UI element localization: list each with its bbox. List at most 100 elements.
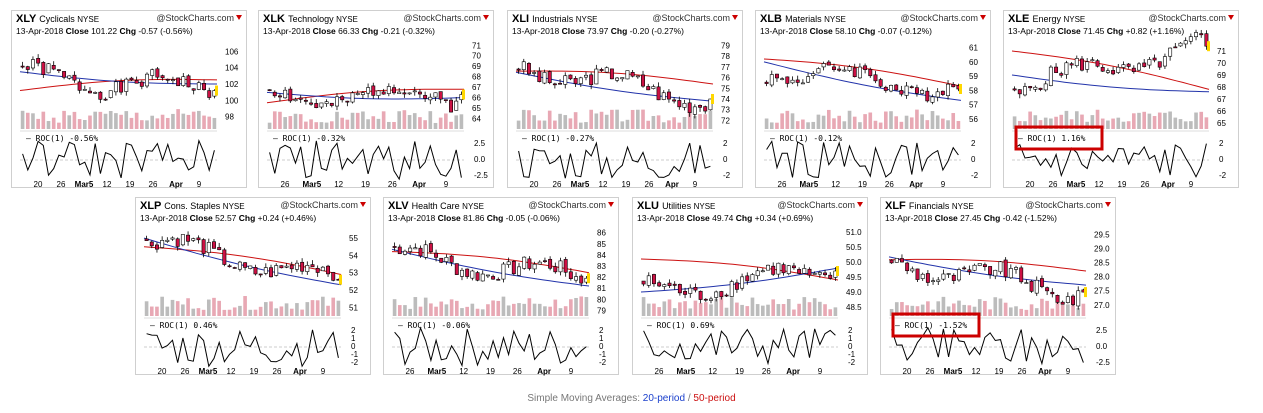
- candle-body: [826, 61, 831, 66]
- candle-body: [392, 246, 397, 248]
- chart-panel-xle[interactable]: 71 70 69 68 67 66 65— ROC(1) 1.16% 2 0 -2 20 26 Mar5…: [1003, 10, 1239, 189]
- chart-panel-xlv[interactable]: 86 85 84 83 82 81 80 79 — ROC(1) -0.06% 2 1 0 -1 -2 26…: [383, 197, 619, 376]
- volume-bar: [537, 303, 542, 316]
- chart-panel-xlb[interactable]: 61 60 59 58 57 56 — ROC(1) -0.12% 2 0 -2 26 Mar5 12 1…: [755, 10, 991, 189]
- dropdown-triangle-icon[interactable]: [236, 15, 242, 20]
- x-tick-label: 12: [831, 180, 840, 189]
- dropdown-triangle-icon[interactable]: [360, 202, 366, 207]
- sma50-line: [516, 70, 714, 85]
- candle-body: [438, 91, 443, 100]
- y-tick-label: 79: [597, 306, 606, 315]
- volume-bar: [904, 115, 909, 129]
- chart-panel-xlf[interactable]: 29.5 29.0 28.5 28.0 27.5 27.0 — ROC(1) -1.52% 2…: [880, 197, 1116, 376]
- volume-bar: [160, 296, 164, 316]
- chart-panel-xlk[interactable]: 71 70 69 68 67 66 65 64 — ROC(1) -0.32% 2.5 0.0 -2.…: [258, 10, 494, 189]
- volume-bar: [599, 111, 604, 129]
- dropdown-triangle-icon[interactable]: [608, 202, 614, 207]
- roc-tick-label: 0.0: [1096, 342, 1108, 351]
- candle-body: [910, 268, 915, 272]
- volume-bar: [418, 117, 422, 129]
- candle-body: [521, 61, 526, 71]
- volume-bar: [790, 113, 795, 129]
- roc-tick-label: 0: [599, 342, 604, 351]
- chart-svg: 29.5 29.0 28.5 28.0 27.5 27.0 — ROC(1) -1.52% 2…: [888, 230, 1110, 376]
- brand-label: @StockCharts.com: [156, 13, 234, 23]
- x-tick-label: 26: [926, 367, 935, 376]
- dropdown-triangle-icon[interactable]: [857, 202, 863, 207]
- volume-bar: [361, 111, 365, 129]
- volume-bar: [1085, 121, 1089, 129]
- volume-bar: [423, 297, 428, 316]
- volume-bar: [88, 115, 92, 129]
- candle-body: [279, 265, 284, 269]
- candle-body: [272, 91, 277, 97]
- chart-panel-xli[interactable]: 79 78 77 76 75 74 73 72— ROC(1) -0.27% 2 0 -2 20 26 M…: [507, 10, 743, 189]
- candle-body: [283, 89, 288, 99]
- volume-bar: [641, 297, 646, 316]
- candle-body: [381, 91, 386, 95]
- volume-bar: [392, 299, 397, 316]
- volume-bar: [957, 300, 961, 316]
- roc-line: [269, 140, 462, 181]
- exchange-label: NYSE: [222, 202, 245, 211]
- volume-bar: [201, 309, 206, 316]
- volume-bar: [336, 300, 341, 316]
- last-price-marker: [1207, 41, 1210, 52]
- volume-bar: [1009, 307, 1013, 316]
- candle-body: [527, 258, 532, 269]
- candle-body: [766, 264, 770, 271]
- dropdown-triangle-icon[interactable]: [732, 15, 738, 20]
- volume-bar: [1055, 296, 1060, 316]
- y-tick-label: 80: [597, 295, 606, 304]
- candle-body: [491, 276, 496, 280]
- volume-bar: [802, 297, 807, 316]
- volume-bar: [703, 114, 708, 129]
- chart-svg: 55 54 53 52 51 — ROC(1) 0.46% 210-1-2 20 26 Mar5 1…: [143, 231, 359, 376]
- dropdown-triangle-icon[interactable]: [1105, 202, 1111, 207]
- volume-bar: [1183, 121, 1188, 129]
- volume-bar: [1074, 111, 1079, 129]
- candle-body: [925, 273, 930, 283]
- y-tick-label: 84: [597, 251, 606, 260]
- roc-tick-label: 1: [848, 334, 853, 343]
- candle-body: [1029, 280, 1034, 292]
- roc-line: [518, 141, 711, 179]
- chart-panel-xlu[interactable]: 51.0 50.5 50.0 49.5 49.0 48.5— ROC(1) 0.69% 2 1…: [632, 197, 868, 376]
- candle-body: [905, 262, 910, 272]
- chart-panel-xly[interactable]: 106 104 102 100 98 — ROC(1) -0.56% 20 26 Mar5 12 1…: [11, 10, 247, 189]
- candle-body: [687, 102, 692, 113]
- volume-bar: [761, 305, 765, 316]
- dropdown-triangle-icon[interactable]: [1228, 15, 1234, 20]
- volume-bar: [1050, 308, 1055, 316]
- candle-body: [1019, 267, 1024, 283]
- chart-panel-xlp[interactable]: 55 54 53 52 51 — ROC(1) 0.46% 2 1 0 -1 -2 20 26 Mar5 1…: [135, 197, 371, 376]
- dropdown-triangle-icon[interactable]: [483, 15, 489, 20]
- candle-body: [828, 274, 833, 279]
- volume-bar: [51, 117, 56, 129]
- volume-bar: [930, 111, 935, 129]
- volume-bar: [847, 110, 852, 129]
- candle-body: [449, 255, 454, 263]
- sma50-legend-link[interactable]: 50-period: [693, 393, 736, 404]
- candle-body: [36, 58, 41, 64]
- volume-bar: [25, 112, 30, 129]
- volume-bar: [140, 120, 144, 129]
- volume-bar: [776, 304, 781, 316]
- y-tick-label: 67: [1217, 95, 1226, 104]
- sma50-line: [1011, 50, 1210, 90]
- candle-body: [289, 264, 294, 270]
- sma20-legend-link[interactable]: 20-period: [642, 393, 686, 404]
- volume-bar: [652, 303, 656, 316]
- volume-bar: [553, 299, 558, 316]
- sma20-line: [1011, 74, 1210, 93]
- volume-bar: [1066, 304, 1070, 316]
- volume-bar: [915, 306, 920, 316]
- volume-bar: [206, 299, 211, 316]
- x-tick-label: 9: [1066, 367, 1071, 376]
- dropdown-triangle-icon[interactable]: [980, 15, 986, 20]
- volume-bar: [693, 300, 698, 316]
- y-tick-label: 82: [597, 273, 606, 282]
- sector-name: Industrials: [532, 14, 576, 24]
- volume-bar: [1163, 112, 1167, 129]
- y-tick-label: 61: [969, 44, 978, 53]
